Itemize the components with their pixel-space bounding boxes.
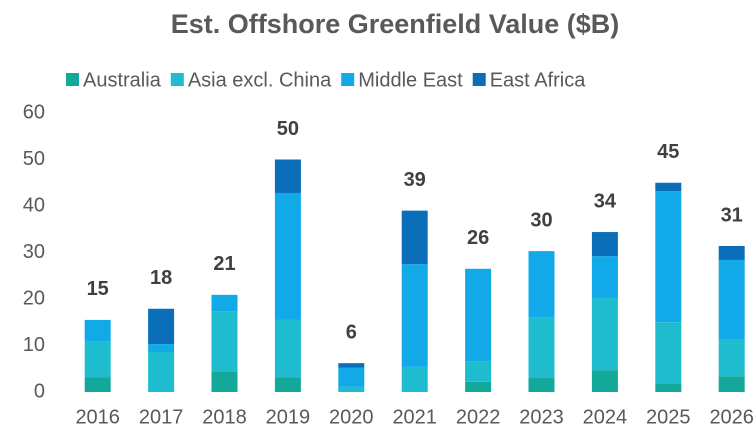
bar-segment <box>718 259 745 339</box>
bar-segment <box>274 192 301 320</box>
bar-segment <box>718 376 745 392</box>
y-tick-label: 30 <box>23 241 45 263</box>
bar-segment <box>591 256 618 299</box>
bar-segment <box>655 191 682 323</box>
total-label: 6 <box>346 321 357 343</box>
bar-segment <box>528 251 555 318</box>
x-tick-label: 2016 <box>75 406 120 428</box>
bar-segment <box>401 366 428 392</box>
legend-label: East Africa <box>490 69 586 91</box>
legend-label: Australia <box>83 69 162 91</box>
y-tick-label: 60 <box>23 101 45 123</box>
bar-segment <box>211 294 238 312</box>
bar-segment <box>211 311 238 373</box>
bar-segment <box>274 159 301 193</box>
bar-segment <box>591 298 618 371</box>
total-label: 30 <box>530 209 552 231</box>
total-label: 21 <box>213 253 235 275</box>
total-label: 34 <box>594 190 617 212</box>
y-tick-label: 40 <box>23 194 45 216</box>
bar-segment <box>338 363 365 368</box>
bar-segment <box>84 377 111 392</box>
bar-segment <box>211 372 238 392</box>
y-tick-label: 0 <box>34 380 45 402</box>
legend-swatch <box>472 73 486 86</box>
legend-label: Asia excl. China <box>188 69 332 91</box>
bar-segment <box>148 344 175 353</box>
legend-label: Middle East <box>358 69 463 91</box>
x-tick-label: 2021 <box>392 406 437 428</box>
x-tick-label: 2023 <box>519 406 564 428</box>
bar-segment <box>465 361 492 382</box>
x-tick-label: 2020 <box>329 406 374 428</box>
legend-swatch <box>341 73 355 86</box>
legend-swatch <box>170 73 184 86</box>
y-tick-label: 20 <box>23 287 45 309</box>
bar-segment <box>591 370 618 392</box>
bar-segment <box>84 341 111 378</box>
x-tick-label: 2019 <box>266 406 311 428</box>
total-label: 50 <box>277 118 299 140</box>
bar-segment <box>338 386 365 392</box>
bar-segment <box>338 367 365 387</box>
bar-segment <box>401 264 428 367</box>
y-tick-label: 10 <box>23 334 45 356</box>
total-label: 39 <box>404 169 426 191</box>
bar-segment <box>718 338 745 377</box>
bar-segment <box>655 182 682 192</box>
total-label: 15 <box>87 278 109 300</box>
bar-segment <box>655 383 682 392</box>
y-tick-label: 50 <box>23 148 45 170</box>
total-label: 31 <box>721 204 743 226</box>
chart-title: Est. Offshore Greenfield Value ($B) <box>171 9 620 39</box>
bar-segment <box>274 377 301 392</box>
bar-segment <box>274 319 301 378</box>
x-tick-label: 2022 <box>456 406 501 428</box>
total-label: 26 <box>467 227 489 249</box>
bar-segment <box>148 352 175 392</box>
bar-segment <box>718 245 745 260</box>
x-tick-label: 2024 <box>583 406 628 428</box>
total-label: 45 <box>657 141 679 163</box>
legend-swatch <box>66 73 79 86</box>
bar-segment <box>401 210 428 265</box>
x-tick-label: 2026 <box>709 406 754 428</box>
bar-segment <box>84 319 111 342</box>
x-tick-label: 2017 <box>139 406 184 428</box>
bar-segment <box>465 381 492 392</box>
x-tick-label: 2025 <box>646 406 691 428</box>
bar-segment <box>148 308 175 345</box>
bar-segment <box>465 268 492 362</box>
bar-segment <box>528 317 555 379</box>
bar-segment <box>528 378 555 392</box>
total-label: 18 <box>150 267 172 289</box>
bar-segment <box>655 322 682 384</box>
x-tick-label: 2018 <box>202 406 247 428</box>
bar-segment <box>591 232 618 257</box>
